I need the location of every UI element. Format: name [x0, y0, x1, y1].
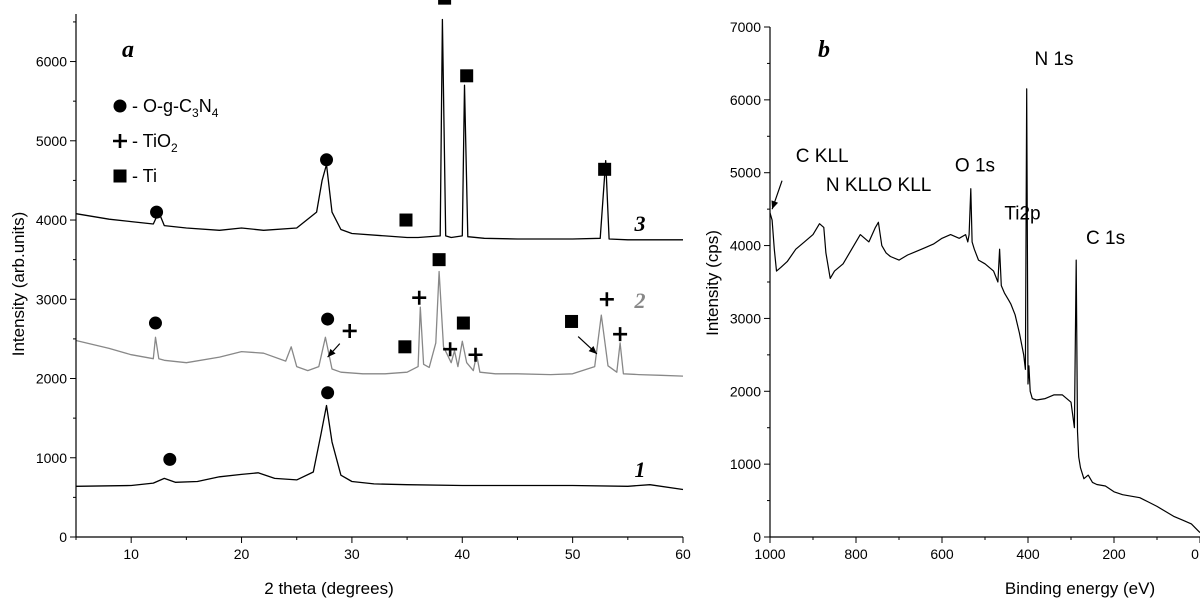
square-marker-19 — [598, 162, 612, 176]
panel-a-x-axis-title: 2 theta (degrees) — [264, 579, 393, 598]
peak-label-n-1s: N 1s — [1034, 49, 1073, 70]
square-marker-16 — [399, 213, 413, 227]
panel-a-markers — [148, 0, 628, 466]
xps-survey-curve — [769, 88, 1200, 534]
plus-marker-9 — [468, 347, 483, 362]
circle-marker-4 — [150, 205, 164, 219]
panel-a-letter: a — [122, 37, 134, 63]
xrd-arrow-0 — [327, 343, 341, 358]
panel-b-x-tick-label-200: 200 — [1102, 546, 1126, 562]
peak-label-o-kll: O KLL — [878, 175, 932, 196]
xrd-curve-3 — [75, 18, 683, 241]
panel-b-x-axis-title: Binding energy (eV) — [1005, 579, 1155, 598]
panel-b-xps-chart: 1000 800 600 400 200 001000200030004000500060… — [703, 19, 1200, 598]
panel-b-curves — [769, 88, 1200, 534]
circle-marker-3 — [321, 312, 335, 326]
plus-marker-8 — [443, 342, 458, 357]
plus-marker-6 — [342, 323, 357, 338]
panel-b-y-tick-label-1000: 1000 — [730, 456, 761, 472]
panel-b-y-tick-label-0: 0 — [753, 529, 761, 545]
peak-label-c-1s: C 1s — [1086, 228, 1125, 249]
square-marker-14 — [456, 316, 470, 330]
square-marker-12 — [398, 340, 412, 354]
panel-b-y-tick-label-5000: 5000 — [730, 165, 761, 181]
panel-b-x-tick-label-1000: 1000 — [754, 546, 785, 562]
legend-square-icon — [113, 169, 127, 183]
panel-b-y-tick-label-3000: 3000 — [730, 310, 761, 326]
peak-label-n-kll: N KLL — [826, 175, 879, 196]
plus-marker-7 — [412, 290, 427, 305]
panel-a-y-axis-title: Intensity (arb.units) — [9, 212, 28, 357]
panel-b-axes: 1000 800 600 400 200 001000200030004000500060… — [730, 19, 1200, 562]
panel-a-xrd-chart: 10 20 30 40 50 60 0 1000 2000 3000 4000 5000 6000 - … — [9, 0, 691, 598]
xps-arrow-0 — [771, 180, 783, 210]
panel-b-y-tick-label-4000: 4000 — [730, 238, 761, 254]
panel-a-y-tick-label-2000: 2000 — [36, 371, 67, 387]
xrd-arrow-1 — [577, 336, 598, 355]
panel-b-x-tick-label-400: 400 — [1016, 546, 1040, 562]
square-marker-13 — [432, 253, 446, 267]
panel-a-y-tick-label-0: 0 — [59, 529, 67, 545]
panel-b-y-tick-label-7000: 7000 — [730, 19, 761, 35]
panel-a-axes: 10 20 30 40 50 60 0 1000 2000 3000 4000 5000 6000 — [36, 14, 691, 562]
panel-a-x-tick-label-60: 60 — [675, 546, 691, 562]
peak-label-o-1s: O 1s — [955, 155, 995, 176]
panel-a-x-tick-label-40: 40 — [454, 546, 470, 562]
panel-a-y-tick-label-4000: 4000 — [36, 212, 67, 228]
legend-circle-icon — [113, 99, 127, 113]
legend-plus-icon — [113, 134, 127, 148]
xrd-curve-2 — [75, 270, 684, 377]
plus-marker-11 — [613, 327, 628, 342]
panel-a-legend: - O-g-C3N4 - TiO2 - Ti — [113, 96, 219, 186]
panel-a-x-tick-label-30: 30 — [344, 546, 360, 562]
curve-label-1: 1 — [634, 457, 645, 482]
panel-b-x-tick-label-800: 800 — [844, 546, 868, 562]
panel-b-letter: b — [818, 37, 830, 63]
panel-a-y-tick-label-6000: 6000 — [36, 54, 67, 70]
xrd-arrow-1-head — [588, 345, 597, 354]
legend-entry-1: - TiO2 — [132, 131, 178, 155]
panel-a-curves — [75, 18, 684, 491]
panel-b-x-tick-label-600: 600 — [930, 546, 954, 562]
panel-b-x-tick-label-0: 0 — [1191, 546, 1199, 562]
panel-a-x-tick-label-10: 10 — [123, 546, 139, 562]
panel-a-x-tick-label-50: 50 — [565, 546, 581, 562]
panel-b-arrows — [771, 180, 783, 210]
legend-entry-2: - Ti — [132, 166, 157, 186]
circle-marker-0 — [163, 452, 177, 466]
xps-arrow-0-head — [771, 200, 779, 210]
panel-b-y-tick-label-2000: 2000 — [730, 383, 761, 399]
panel-a-x-tick-label-20: 20 — [234, 546, 250, 562]
panel-a-curve-labels: 3 2 1 — [633, 211, 645, 482]
plus-marker-10 — [599, 292, 614, 307]
circle-marker-1 — [321, 386, 335, 400]
panel-a-y-tick-label-5000: 5000 — [36, 133, 67, 149]
square-marker-18 — [460, 69, 474, 83]
xrd-curve-1 — [75, 404, 684, 491]
circle-marker-5 — [320, 153, 334, 167]
circle-marker-2 — [148, 316, 162, 330]
peak-label-ti2p: Ti2p — [1004, 203, 1040, 224]
panel-b-y-axis-title: Intensity (cps) — [703, 230, 722, 336]
square-marker-17 — [438, 0, 452, 5]
panel-a-y-tick-label-3000: 3000 — [36, 291, 67, 307]
panel-a-arrows — [327, 336, 598, 358]
curve-label-2: 2 — [633, 288, 645, 313]
xrd-arrow-0-head — [327, 348, 336, 358]
square-marker-15 — [565, 314, 579, 328]
panel-b-y-tick-label-6000: 6000 — [730, 92, 761, 108]
peak-label-c-kll: C KLL — [796, 146, 849, 167]
panel-a-y-tick-label-1000: 1000 — [36, 450, 67, 466]
curve-label-3: 3 — [633, 211, 645, 236]
legend-entry-0: - O-g-C3N4 — [132, 96, 219, 120]
